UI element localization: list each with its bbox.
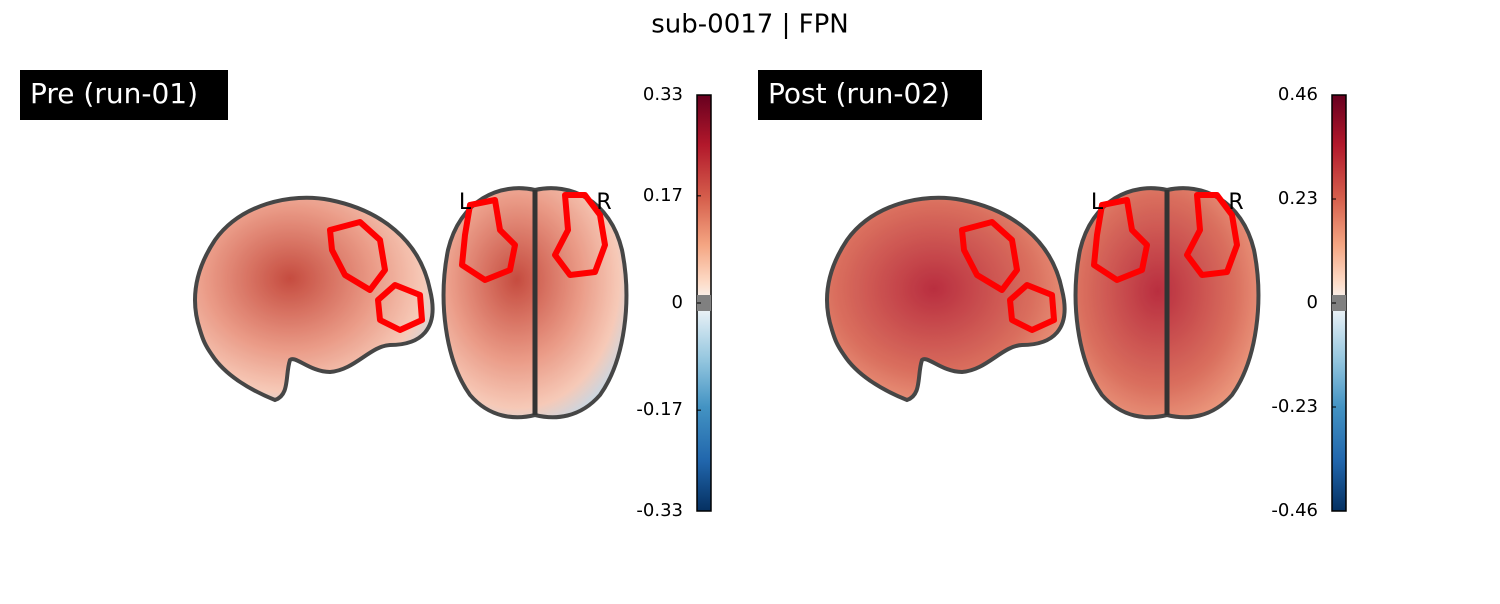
panel-label: Post (run-02): [768, 77, 950, 110]
colorbar-tick-label: 0.17: [643, 185, 683, 206]
panel-label-box: [758, 70, 982, 120]
panel-label: Pre (run-01): [30, 77, 198, 110]
colorbar-tick-label: -0.33: [636, 500, 683, 521]
figure-title: sub-0017 | FPN: [651, 10, 848, 40]
orientation-label: L: [1091, 190, 1104, 215]
threshold-band: [1332, 295, 1346, 311]
colorbar-tick-label: -0.23: [1271, 396, 1318, 417]
colorbar-tick-label: 0.33: [643, 84, 683, 105]
roi-contour: [552, 192, 608, 278]
colorbar-tick-label: -0.17: [636, 399, 683, 420]
sagittal-view: [825, 195, 1067, 403]
roi-contour: [959, 219, 1020, 293]
threshold-band: [697, 295, 711, 311]
panel-label-box: [20, 70, 228, 120]
roi-contour: [1184, 192, 1240, 278]
roi-contour: [375, 282, 425, 333]
panel: Pre (run-01)L R0.330.170-0.17-0.33: [20, 70, 712, 521]
sagittal-view: [193, 195, 435, 403]
roi-contour: [1091, 197, 1150, 283]
colorbar-tick-label: 0: [672, 292, 683, 313]
orientation-label: L: [459, 190, 472, 215]
roi-contour: [459, 197, 518, 283]
panel: Post (run-02)L R0.460.230-0.23-0.46: [758, 70, 1347, 521]
roi-contour: [327, 219, 388, 293]
colorbar-tick-label: 0.46: [1278, 84, 1318, 105]
colorbar-tick-label: 0.23: [1278, 188, 1318, 209]
orientation-label: R: [1228, 190, 1243, 215]
colorbar-tick-label: 0: [1307, 292, 1318, 313]
roi-contour: [1007, 282, 1057, 333]
colorbar-tick-label: -0.46: [1271, 500, 1318, 521]
orientation-label: R: [596, 190, 611, 215]
